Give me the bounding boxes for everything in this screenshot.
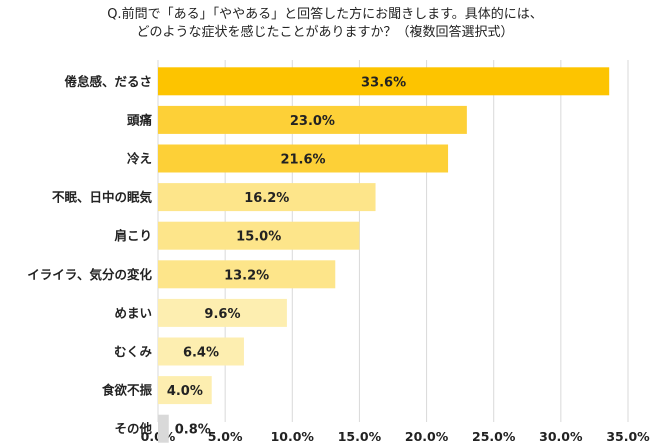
data-label: 21.6% — [280, 153, 325, 168]
data-label: 33.6% — [361, 75, 406, 90]
bar — [158, 376, 212, 405]
x-tick-label: 25.0% — [472, 429, 516, 444]
chart-title: Q.前問で「ある」「ややある」と回答した方にお聞きします。具体的には、 どのよう… — [0, 6, 650, 42]
data-label: 16.2% — [244, 191, 289, 206]
x-tick-label: 20.0% — [405, 429, 449, 444]
x-tick-label: 5.0% — [208, 429, 243, 444]
bar — [158, 67, 610, 96]
chart-title-line-1: Q.前問で「ある」「ややある」と回答した方にお聞きします。具体的には、 — [107, 7, 543, 22]
x-tick-label: 30.0% — [539, 429, 583, 444]
category-label: 食欲不振 — [101, 383, 153, 398]
category-label: 肩こり — [114, 228, 152, 243]
bar — [158, 260, 336, 289]
data-label: 9.6% — [204, 307, 240, 322]
data-label: 4.0% — [167, 384, 203, 399]
x-tick-label: 15.0% — [338, 429, 382, 444]
x-tick-label: 10.0% — [271, 429, 315, 444]
bar — [158, 105, 467, 134]
chart-title-line-2: どのような症状を感じたことがありますか？（複数回答選択式） — [136, 25, 514, 40]
data-label: 15.0% — [236, 230, 281, 245]
data-label: 0.8% — [175, 423, 211, 438]
data-label: 13.2% — [224, 268, 269, 283]
category-label: 不眠、日中の眠気 — [52, 190, 153, 205]
category-label: めまい — [114, 305, 152, 320]
category-label: 冷え — [127, 151, 152, 166]
category-label: 倦怠感、だるさ — [64, 74, 152, 89]
bar — [158, 414, 169, 443]
data-label: 23.0% — [290, 114, 335, 129]
bar — [158, 221, 360, 250]
category-label: むくみ — [114, 344, 153, 359]
data-label: 6.4% — [183, 346, 219, 361]
bar — [158, 183, 376, 212]
bar — [158, 298, 287, 327]
category-label: イライラ、気分の変化 — [27, 267, 152, 282]
x-tick-label: 35.0% — [606, 429, 650, 444]
category-label: 頭痛 — [127, 112, 153, 127]
category-label: その他 — [114, 421, 152, 436]
bar — [158, 144, 449, 173]
bar — [158, 337, 244, 366]
